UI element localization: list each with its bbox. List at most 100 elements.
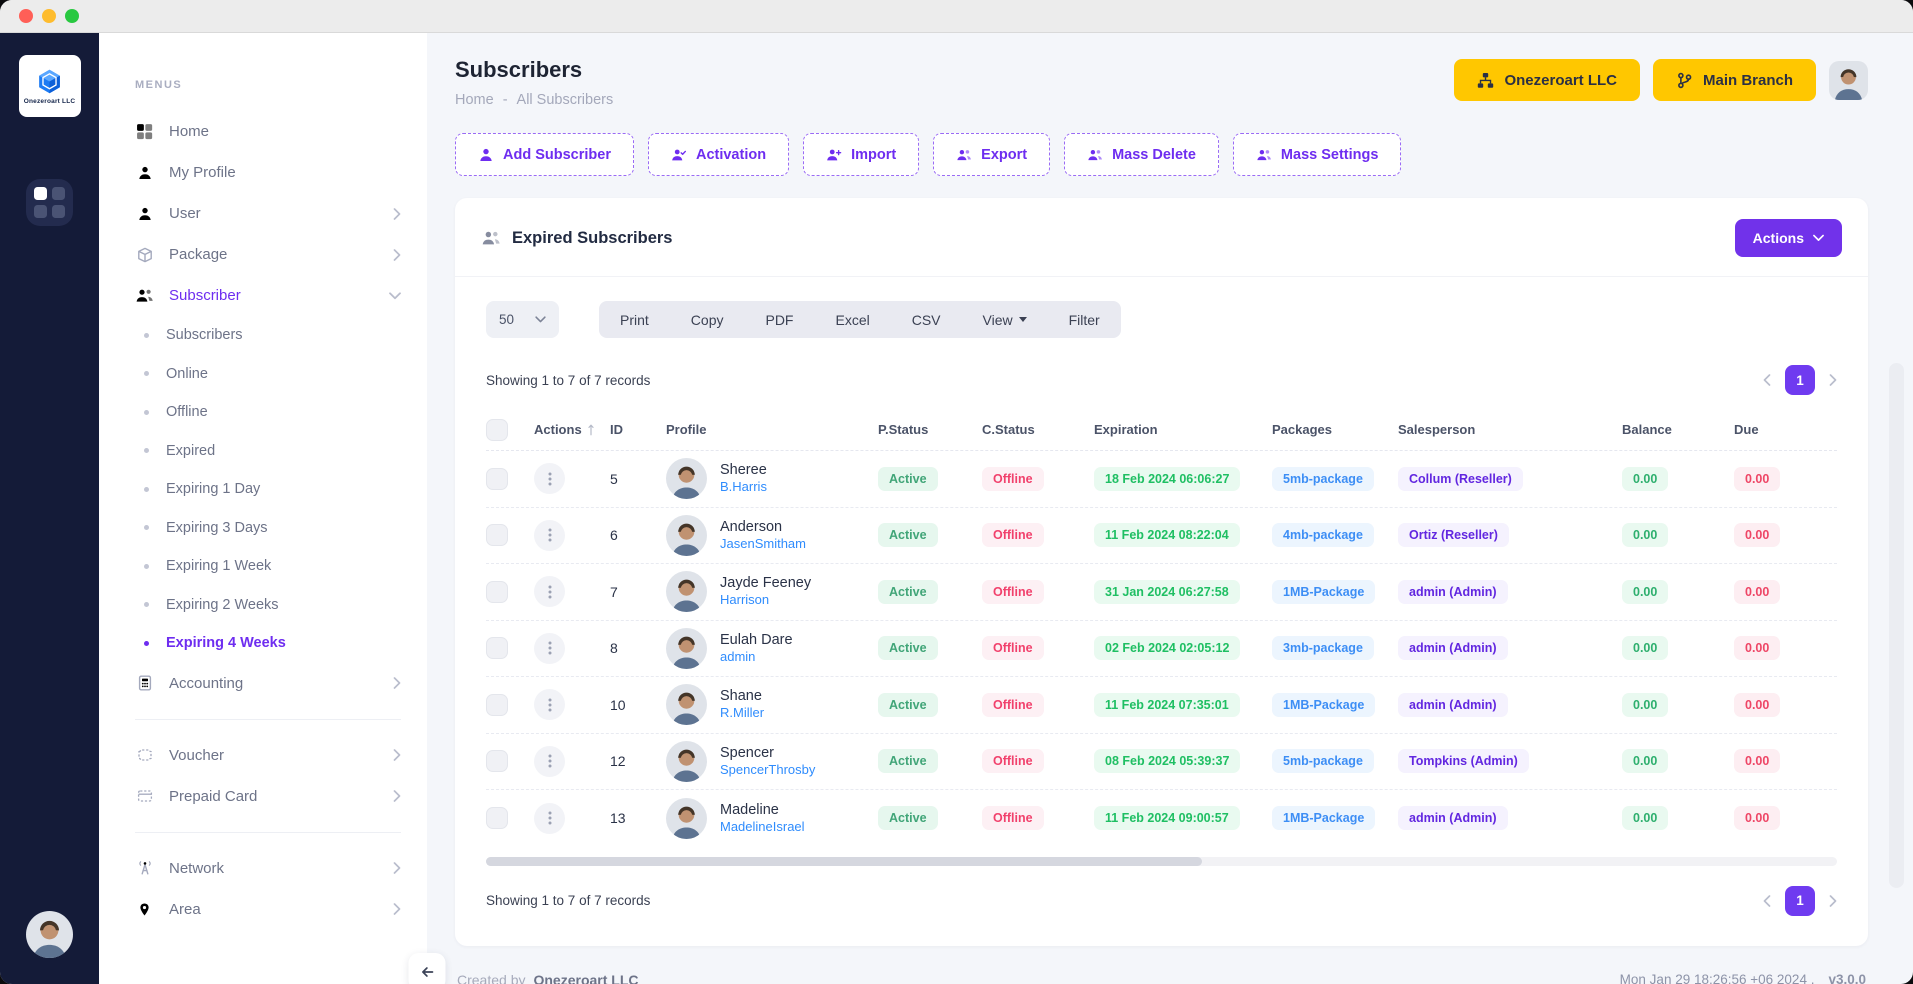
salesperson-badge[interactable]: Ortiz (Reseller) <box>1398 523 1509 548</box>
sidebar-item-subscriber[interactable]: Subscriber <box>135 275 427 316</box>
actions-dropdown-button[interactable]: Actions <box>1734 219 1842 257</box>
subscriber-avatar[interactable] <box>666 628 707 669</box>
subscriber-username-link[interactable]: R.Miller <box>720 705 765 721</box>
sidebar-subitem-expired[interactable]: Expired <box>135 432 427 471</box>
package-badge[interactable]: 3mb-package <box>1272 636 1374 661</box>
export-button[interactable]: Export <box>933 133 1051 176</box>
rail-user-avatar[interactable] <box>26 911 73 958</box>
activation-button[interactable]: Activation <box>647 133 790 176</box>
sidebar-subitem-online[interactable]: Online <box>135 355 427 394</box>
pdf-button[interactable]: PDF <box>744 301 814 338</box>
sidebar-item-voucher[interactable]: Voucher <box>135 735 427 776</box>
sidebar-subitem-expiring-1-week[interactable]: Expiring 1 Week <box>135 547 427 586</box>
package-badge[interactable]: 4mb-package <box>1272 523 1374 548</box>
page-1-button[interactable]: 1 <box>1785 885 1815 916</box>
column-header-expiration[interactable]: Expiration <box>1094 422 1158 437</box>
chevron-right-icon[interactable] <box>1829 895 1837 907</box>
sidebar-subitem-expiring-1-day[interactable]: Expiring 1 Day <box>135 470 427 509</box>
row-actions-menu-button[interactable] <box>534 802 565 834</box>
column-header-pstatus[interactable]: P.Status <box>878 422 929 437</box>
subscriber-username-link[interactable]: MadelineIsrael <box>720 818 805 834</box>
sidebar-item-user[interactable]: User <box>135 193 427 234</box>
filter-button[interactable]: Filter <box>1048 301 1121 338</box>
salesperson-badge[interactable]: admin (Admin) <box>1398 692 1508 717</box>
page-size-select[interactable]: 50 <box>486 301 559 338</box>
subscriber-avatar[interactable] <box>666 571 707 612</box>
sidebar-item-home[interactable]: Home <box>135 111 427 152</box>
subscriber-username-link[interactable]: admin <box>720 648 756 664</box>
package-badge[interactable]: 5mb-package <box>1272 749 1374 774</box>
apps-grid-button[interactable] <box>26 179 73 226</box>
excel-button[interactable]: Excel <box>814 301 890 338</box>
csv-button[interactable]: CSV <box>891 301 962 338</box>
row-checkbox[interactable] <box>486 693 508 716</box>
subscriber-username-link[interactable]: B.Harris <box>720 479 767 495</box>
sidebar-collapse-button[interactable] <box>408 953 446 984</box>
row-checkbox[interactable] <box>486 467 508 490</box>
row-actions-menu-button[interactable] <box>534 576 565 608</box>
sidebar-subitem-expiring-4-weeks[interactable]: Expiring 4 Weeks <box>135 624 427 663</box>
subscriber-username-link[interactable]: Harrison <box>720 592 770 608</box>
footer-company-link[interactable]: Onezeroart LLC <box>533 971 639 984</box>
subscriber-avatar[interactable] <box>666 515 707 556</box>
salesperson-badge[interactable]: admin (Admin) <box>1398 579 1508 604</box>
subscriber-avatar[interactable] <box>666 684 707 725</box>
package-badge[interactable]: 1MB-Package <box>1272 806 1376 831</box>
row-actions-menu-button[interactable] <box>534 519 565 551</box>
package-badge[interactable]: 1MB-Package <box>1272 692 1376 717</box>
select-all-checkbox[interactable] <box>486 418 508 441</box>
row-actions-menu-button[interactable] <box>534 463 565 495</box>
subscriber-avatar[interactable] <box>666 458 707 499</box>
subscriber-avatar[interactable] <box>666 741 707 782</box>
row-checkbox[interactable] <box>486 580 508 603</box>
sidebar-subitem-expiring-3-days[interactable]: Expiring 3 Days <box>135 509 427 548</box>
row-actions-menu-button[interactable] <box>534 689 565 721</box>
copy-button[interactable]: Copy <box>670 301 745 338</box>
minimize-window-button[interactable] <box>42 9 56 23</box>
branch-button[interactable]: Main Branch <box>1652 59 1816 101</box>
salesperson-badge[interactable]: Tompkins (Admin) <box>1398 749 1529 774</box>
sidebar-subitem-offline[interactable]: Offline <box>135 393 427 432</box>
sidebar-item-network[interactable]: Network <box>135 848 427 889</box>
brand-logo[interactable]: Onezeroart LLC <box>18 55 81 117</box>
print-button[interactable]: Print <box>599 301 670 338</box>
chevron-left-icon[interactable] <box>1763 895 1771 907</box>
header-user-avatar[interactable] <box>1829 61 1868 100</box>
column-header-balance[interactable]: Balance <box>1622 422 1672 437</box>
salesperson-badge[interactable]: admin (Admin) <box>1398 806 1508 831</box>
subscriber-username-link[interactable]: JasenSmitham <box>720 535 806 551</box>
column-header-cstatus[interactable]: C.Status <box>982 422 1035 437</box>
package-badge[interactable]: 5mb-package <box>1272 466 1374 491</box>
horizontal-scrollbar-track[interactable] <box>486 856 1837 866</box>
chevron-right-icon[interactable] <box>1829 374 1837 386</box>
row-checkbox[interactable] <box>486 807 508 830</box>
breadcrumb-home[interactable]: Home <box>455 92 494 108</box>
add-subscriber-button[interactable]: Add Subscriber <box>455 133 634 176</box>
package-badge[interactable]: 1MB-Package <box>1272 579 1376 604</box>
chevron-left-icon[interactable] <box>1763 374 1771 386</box>
subscriber-avatar[interactable] <box>666 798 707 839</box>
row-checkbox[interactable] <box>486 524 508 547</box>
row-checkbox[interactable] <box>486 637 508 660</box>
mass-delete-button[interactable]: Mass Delete <box>1064 133 1219 176</box>
column-header-actions[interactable]: Actions <box>534 422 610 437</box>
row-checkbox[interactable] <box>486 750 508 773</box>
view-dropdown-button[interactable]: View <box>962 301 1048 338</box>
salesperson-badge[interactable]: Collum (Reseller) <box>1398 466 1523 491</box>
sidebar-item-prepaid-card[interactable]: Prepaid Card <box>135 776 427 817</box>
salesperson-badge[interactable]: admin (Admin) <box>1398 636 1508 661</box>
row-actions-menu-button[interactable] <box>534 632 565 664</box>
row-actions-menu-button[interactable] <box>534 745 565 777</box>
subscriber-username-link[interactable]: SpencerThrosby <box>720 761 816 777</box>
sidebar-item-accounting[interactable]: Accounting <box>135 663 427 704</box>
sidebar-subitem-expiring-2-weeks[interactable]: Expiring 2 Weeks <box>135 586 427 625</box>
zoom-window-button[interactable] <box>65 9 79 23</box>
sidebar-item-my-profile[interactable]: My Profile <box>135 152 427 193</box>
column-header-packages[interactable]: Packages <box>1272 422 1332 437</box>
close-window-button[interactable] <box>19 9 33 23</box>
vertical-scrollbar-track[interactable] <box>1889 363 1904 888</box>
page-1-button[interactable]: 1 <box>1785 365 1815 395</box>
mass-settings-button[interactable]: Mass Settings <box>1232 133 1402 176</box>
column-header-salesperson[interactable]: Salesperson <box>1398 422 1476 437</box>
column-header-profile[interactable]: Profile <box>666 422 707 437</box>
